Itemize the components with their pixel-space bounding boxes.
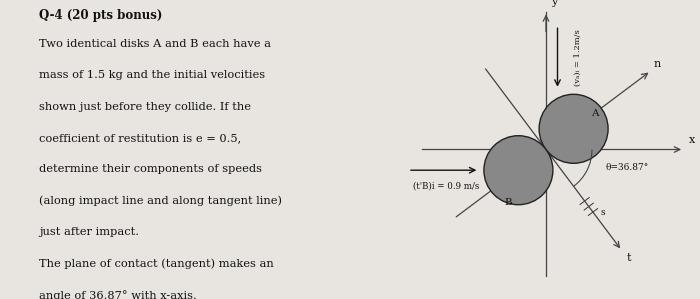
Text: (t'B)i = 0.9 m/s: (t'B)i = 0.9 m/s <box>412 182 479 191</box>
Text: (along impact line and along tangent line): (along impact line and along tangent lin… <box>39 196 283 206</box>
Text: n: n <box>653 59 660 68</box>
Text: The plane of contact (tangent) makes an: The plane of contact (tangent) makes an <box>39 259 274 269</box>
Circle shape <box>539 94 608 163</box>
Text: Two identical disks A and B each have a: Two identical disks A and B each have a <box>39 39 272 49</box>
Text: just after impact.: just after impact. <box>39 227 139 237</box>
Text: determine their components of speeds: determine their components of speeds <box>39 164 262 174</box>
Text: B: B <box>504 198 512 207</box>
Text: x: x <box>689 135 695 145</box>
Text: y: y <box>551 0 557 7</box>
Text: t: t <box>626 253 631 263</box>
Text: coefficient of restitution is e = 0.5,: coefficient of restitution is e = 0.5, <box>39 133 242 143</box>
Circle shape <box>484 136 553 205</box>
Text: mass of 1.5 kg and the initial velocities: mass of 1.5 kg and the initial velocitie… <box>39 70 265 80</box>
Text: s: s <box>600 208 605 217</box>
Text: Q-4 (20 pts bonus): Q-4 (20 pts bonus) <box>39 9 163 22</box>
Text: A: A <box>591 109 598 118</box>
Text: (vₐ)ᵢ = 1.2m/s: (vₐ)ᵢ = 1.2m/s <box>574 29 582 86</box>
Text: angle of 36.87° with x-axis.: angle of 36.87° with x-axis. <box>39 290 197 299</box>
Text: shown just before they collide. If the: shown just before they collide. If the <box>39 102 251 112</box>
Text: θ=36.87°: θ=36.87° <box>606 163 649 172</box>
